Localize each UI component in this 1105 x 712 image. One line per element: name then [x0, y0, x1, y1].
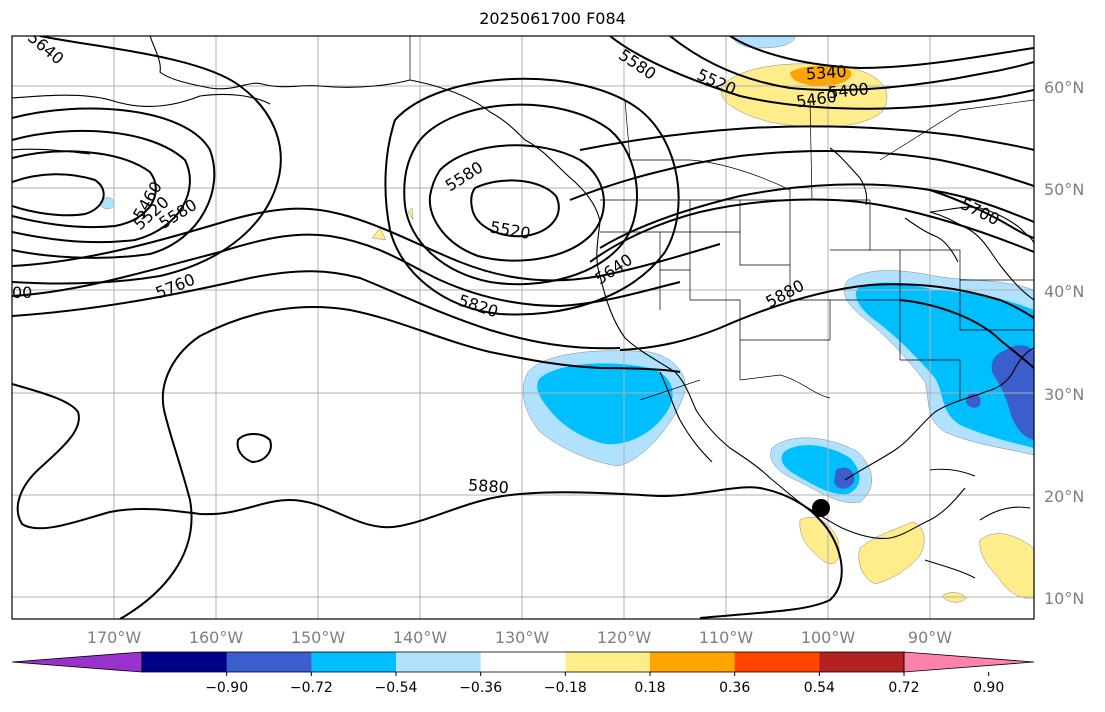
- contour-5880-main: [12, 383, 843, 619]
- colorbar-tick-label: −0.72: [290, 680, 333, 696]
- colorbar-tick-label: 0.18: [634, 680, 665, 696]
- contour-center-pacific: [119, 306, 681, 619]
- colorbar-bin: [819, 652, 905, 672]
- contour-labels: 5640 5460 5520 5580 5760 00 5580 5520 56…: [12, 28, 1003, 497]
- colorbar-tick-label: −0.54: [375, 680, 418, 696]
- colorbar-bin: [396, 652, 482, 672]
- anomaly-centam-yellow-3: [979, 533, 1034, 599]
- contour-label: 5880: [762, 276, 807, 312]
- contour-band-1: [599, 183, 1034, 249]
- lon-label: 160°W: [189, 628, 244, 647]
- contour-5820-west: [12, 270, 621, 350]
- contour-low-goa-5580: [428, 144, 605, 262]
- contour-5760: [12, 233, 681, 308]
- lon-label: 150°W: [291, 628, 346, 647]
- contour-5880-north: [619, 283, 1034, 351]
- map-title: 2025061700 F084: [479, 9, 626, 28]
- colorbar-tick-label: 0.54: [804, 680, 835, 696]
- colorbar: −0.90 −0.72 −0.54 −0.36 −0.18 0.18 0.36 0.54 0.7…: [11, 651, 1035, 696]
- contour-label: 5340: [805, 62, 847, 84]
- colorbar-bin: [142, 652, 228, 672]
- anomaly-canada-orange: [790, 65, 852, 86]
- colorbar-extension-high: [903, 651, 1035, 673]
- contour-5580-canada: [609, 36, 1034, 110]
- contour-low-goa-5640: [403, 103, 638, 286]
- colorbar-bin: [565, 652, 651, 672]
- colorbar-bin: [650, 652, 736, 672]
- colorbar-extension-low: [11, 651, 143, 673]
- contour-label: 5400: [827, 79, 869, 102]
- contour-label: 5760: [153, 270, 198, 303]
- contour-label: 5580: [615, 45, 659, 84]
- lon-label: 110°W: [699, 628, 754, 647]
- height-contours: [12, 36, 1034, 619]
- colorbar-bin: [311, 652, 397, 672]
- lon-label: 100°W: [801, 628, 856, 647]
- contour-label: 00: [12, 283, 32, 302]
- lat-label: 30°N: [1044, 385, 1084, 404]
- shading-layer: [99, 36, 1034, 603]
- lon-label: 90°W: [908, 628, 952, 647]
- colorbar-tick-label: 0.90: [973, 680, 1004, 696]
- anomaly-pacific-blue: [537, 363, 673, 445]
- lon-label: 170°W: [87, 628, 142, 647]
- contour-5640-east: [589, 198, 1034, 263]
- contour-low-goa-outer: [384, 77, 680, 316]
- lon-label: 120°W: [597, 628, 652, 647]
- colorbar-tick-label: 0.36: [719, 680, 750, 696]
- colorbar-frame: [141, 651, 905, 673]
- contour-low-west-4: [12, 107, 216, 259]
- contour-label: 5700: [958, 194, 1003, 229]
- latitude-labels: 60°N 50°N 40°N 30°N 20°N 10°N: [1044, 78, 1084, 608]
- contour-low-west-3: [12, 129, 191, 244]
- contour-label: 5520: [489, 217, 532, 243]
- colorbar-tick-label: −0.18: [544, 680, 587, 696]
- lat-label: 10°N: [1044, 589, 1084, 608]
- contour-low-west-1: [12, 173, 105, 217]
- colorbar-tick-label: −0.90: [205, 680, 248, 696]
- contour-label: 5520: [694, 65, 739, 99]
- contour-band-2: [569, 150, 1034, 201]
- lat-label: 50°N: [1044, 180, 1084, 199]
- map-area: 5640 5460 5520 5580 5760 00 5580 5520 56…: [12, 28, 1034, 619]
- anomaly-centam-yellow-2: [858, 521, 925, 585]
- contour-label: 5820: [456, 291, 501, 322]
- contour-east-low: [899, 299, 1034, 369]
- contour-band-3: [579, 125, 1034, 151]
- colorbar-bin: [480, 652, 566, 672]
- anomaly-southeast-blue: [855, 282, 1034, 448]
- lat-label: 20°N: [1044, 487, 1084, 506]
- anomaly-mexico-dark: [834, 467, 855, 489]
- contour-center-small: [236, 433, 272, 464]
- contour-5460-canada: [729, 36, 1034, 70]
- contour-label: 5880: [468, 475, 510, 497]
- location-marker: [812, 499, 830, 517]
- colorbar-bin: [734, 652, 820, 672]
- anomaly-small-3: [407, 207, 414, 221]
- lat-label: 40°N: [1044, 282, 1084, 301]
- contour-outer-5700: [12, 207, 721, 282]
- contour-5640-west: [12, 36, 282, 285]
- colorbar-bin: [226, 652, 312, 672]
- contour-low-west-2: [12, 150, 157, 229]
- colorbar-tick-label: −0.36: [459, 680, 502, 696]
- contour-label: 5640: [24, 28, 67, 69]
- colorbar-tick-label: 0.72: [888, 680, 919, 696]
- lat-label: 60°N: [1044, 78, 1084, 97]
- lon-label: 140°W: [393, 628, 448, 647]
- contour-low-goa-5520: [470, 179, 560, 238]
- longitude-labels: 170°W 160°W 150°W 140°W 130°W 120°W 110°…: [87, 628, 952, 647]
- anomaly-small-2: [371, 227, 387, 241]
- lon-label: 130°W: [495, 628, 550, 647]
- contour-east-5700: [929, 189, 1034, 239]
- contour-5520-canada: [669, 36, 1034, 92]
- map-frame: [11, 35, 1035, 620]
- anomaly-centam-yellow-1: [799, 516, 840, 565]
